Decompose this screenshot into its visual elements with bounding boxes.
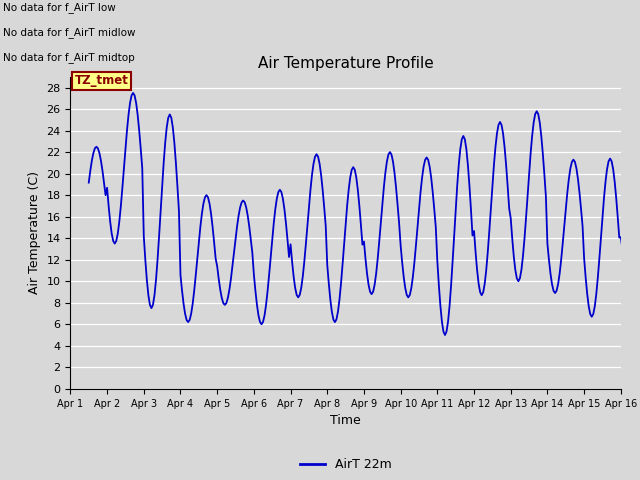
Text: No data for f_AirT midtop: No data for f_AirT midtop	[3, 52, 135, 63]
X-axis label: Time: Time	[330, 414, 361, 427]
Text: TZ_tmet: TZ_tmet	[75, 74, 129, 87]
Text: No data for f_AirT midlow: No data for f_AirT midlow	[3, 27, 136, 38]
Y-axis label: Air Temperature (C): Air Temperature (C)	[28, 171, 41, 294]
Text: No data for f_AirT low: No data for f_AirT low	[3, 2, 116, 13]
Title: Air Temperature Profile: Air Temperature Profile	[258, 57, 433, 72]
Legend: AirT 22m: AirT 22m	[295, 453, 396, 476]
